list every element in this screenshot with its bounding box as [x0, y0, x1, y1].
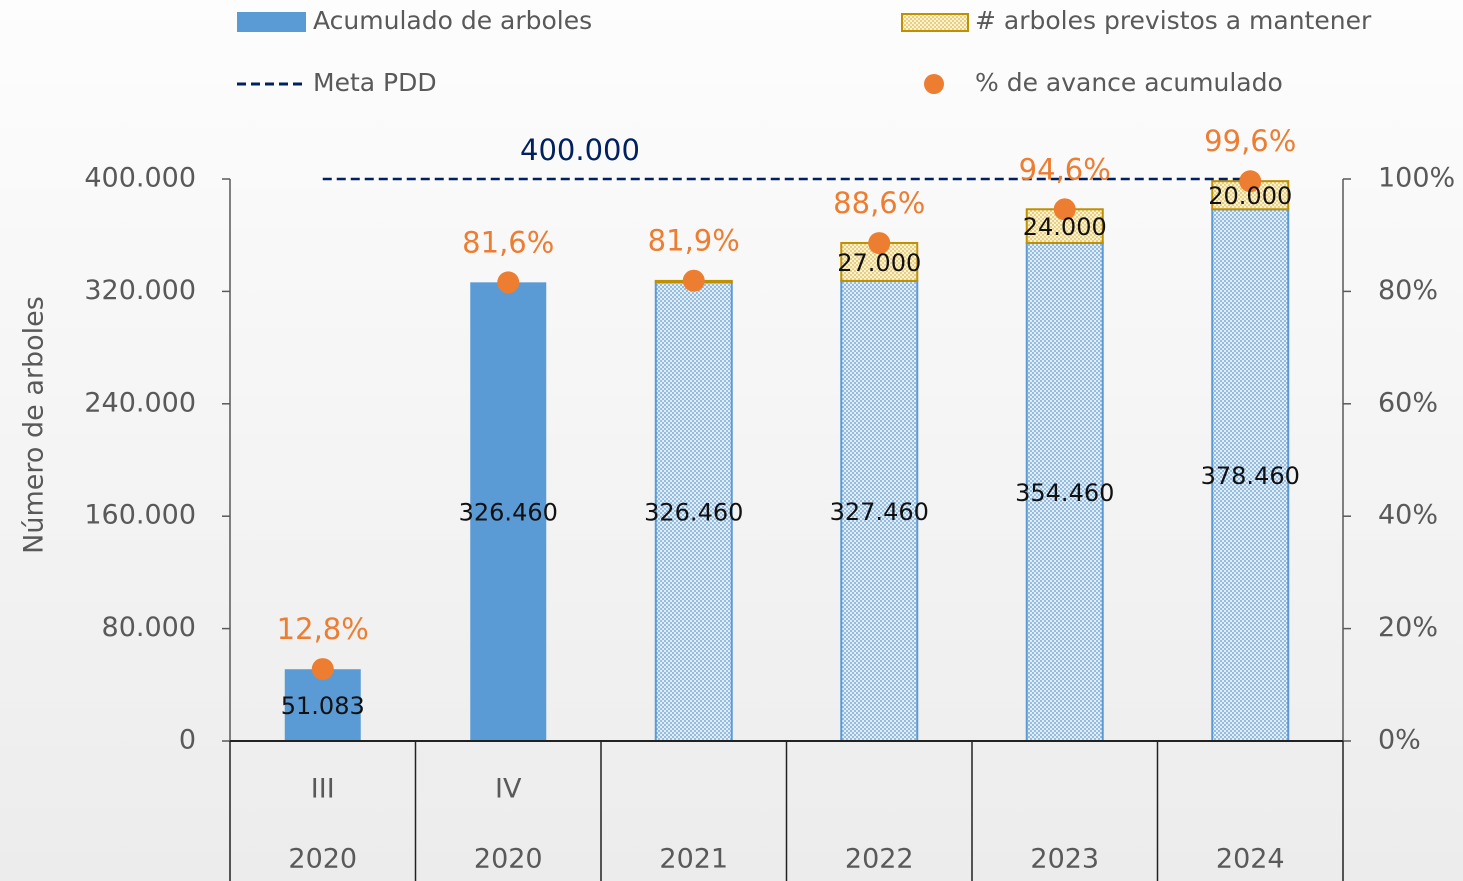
y-tick-label: 400.000	[84, 163, 196, 194]
y-tick-label: 160.000	[84, 500, 196, 531]
x-year-label: 2024	[1216, 844, 1285, 875]
y2-tick-label: 20%	[1378, 612, 1438, 643]
y-tick-label: 240.000	[84, 387, 196, 418]
legend-label: Meta PDD	[313, 68, 437, 97]
y-tick-label: 80.000	[102, 612, 196, 643]
x-tick-label: IV	[495, 774, 522, 805]
y-tick-label: 0	[179, 725, 196, 756]
x-year-label: 2023	[1030, 844, 1099, 875]
y-tick-label: 320.000	[84, 275, 196, 306]
y-axis-label: Número de arboles	[19, 296, 50, 554]
bar-segment	[654, 281, 733, 742]
y2-tick-label: 0%	[1378, 725, 1421, 756]
legend-label: % de avance acumulado	[975, 68, 1283, 97]
percent-dot	[497, 271, 520, 294]
legend-swatch	[901, 13, 969, 32]
data-label: 326.460	[459, 499, 558, 527]
data-label: 27.000	[837, 249, 921, 277]
data-label: 24.000	[1023, 213, 1107, 241]
y2-tick-label: 100%	[1378, 163, 1455, 194]
legend-label: Acumulado de arboles	[313, 6, 592, 35]
percent-label: 81,9%	[648, 224, 740, 258]
bar-segment	[284, 669, 361, 741]
y2-tick-label: 60%	[1378, 387, 1438, 418]
percent-dot	[682, 269, 705, 292]
bar-segment	[840, 241, 919, 282]
percent-dot	[1239, 170, 1262, 193]
percent-label: 12,8%	[277, 612, 369, 646]
y2-tick-label: 40%	[1378, 500, 1438, 531]
y2-tick-label: 80%	[1378, 275, 1438, 306]
data-label: 354.460	[1015, 479, 1114, 507]
percent-label: 88,6%	[833, 186, 925, 220]
percent-dot	[1053, 198, 1076, 221]
percent-label: 94,6%	[1019, 152, 1111, 186]
x-year-label: 2022	[845, 844, 914, 875]
data-label: 378.460	[1201, 462, 1300, 490]
bar-segment	[470, 282, 547, 741]
x-year-label: 2020	[474, 844, 543, 875]
x-year-label: 2020	[288, 844, 357, 875]
data-label: 51.083	[281, 692, 365, 720]
data-label: 20.000	[1208, 182, 1292, 210]
percent-label: 81,6%	[462, 225, 554, 259]
percent-label: 99,6%	[1204, 124, 1296, 158]
bar-segment	[840, 279, 919, 742]
data-label: 327.460	[830, 498, 929, 526]
legend-swatch	[237, 12, 306, 32]
x-tick-label: III	[311, 774, 335, 805]
percent-dot	[311, 658, 334, 681]
x-year-label: 2021	[659, 844, 728, 875]
percent-dot	[868, 232, 891, 255]
target-label: 400.000	[520, 133, 640, 167]
bar-segment	[1025, 241, 1104, 742]
data-label: 326.460	[644, 499, 743, 527]
legend-swatch	[924, 74, 944, 94]
legend-label: # arboles previstos a mantener	[975, 6, 1372, 35]
